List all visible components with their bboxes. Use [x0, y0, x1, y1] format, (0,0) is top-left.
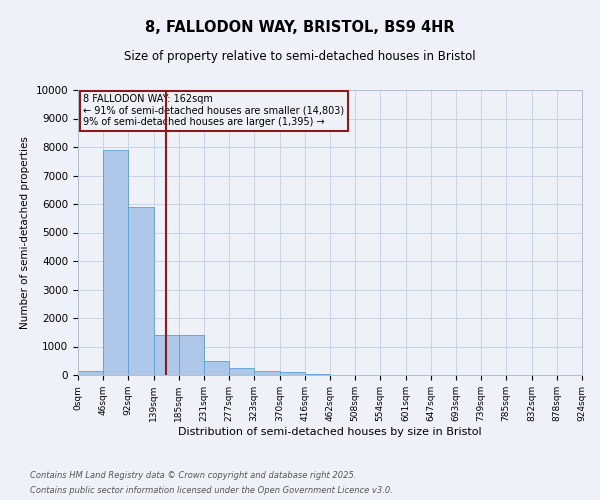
Bar — [280, 372, 305, 375]
Text: Size of property relative to semi-detached houses in Bristol: Size of property relative to semi-detach… — [124, 50, 476, 63]
Bar — [128, 207, 154, 375]
Bar — [154, 335, 179, 375]
Bar — [78, 370, 103, 375]
Bar — [204, 361, 229, 375]
Bar — [305, 374, 330, 375]
Text: 8, FALLODON WAY, BRISTOL, BS9 4HR: 8, FALLODON WAY, BRISTOL, BS9 4HR — [145, 20, 455, 35]
Bar — [254, 370, 280, 375]
Text: Contains public sector information licensed under the Open Government Licence v3: Contains public sector information licen… — [30, 486, 393, 495]
X-axis label: Distribution of semi-detached houses by size in Bristol: Distribution of semi-detached houses by … — [178, 426, 482, 436]
Bar — [103, 150, 128, 375]
Bar — [229, 368, 254, 375]
Text: 8 FALLODON WAY: 162sqm
← 91% of semi-detached houses are smaller (14,803)
9% of : 8 FALLODON WAY: 162sqm ← 91% of semi-det… — [83, 94, 344, 128]
Bar — [179, 335, 204, 375]
Y-axis label: Number of semi-detached properties: Number of semi-detached properties — [20, 136, 30, 329]
Text: Contains HM Land Registry data © Crown copyright and database right 2025.: Contains HM Land Registry data © Crown c… — [30, 471, 356, 480]
